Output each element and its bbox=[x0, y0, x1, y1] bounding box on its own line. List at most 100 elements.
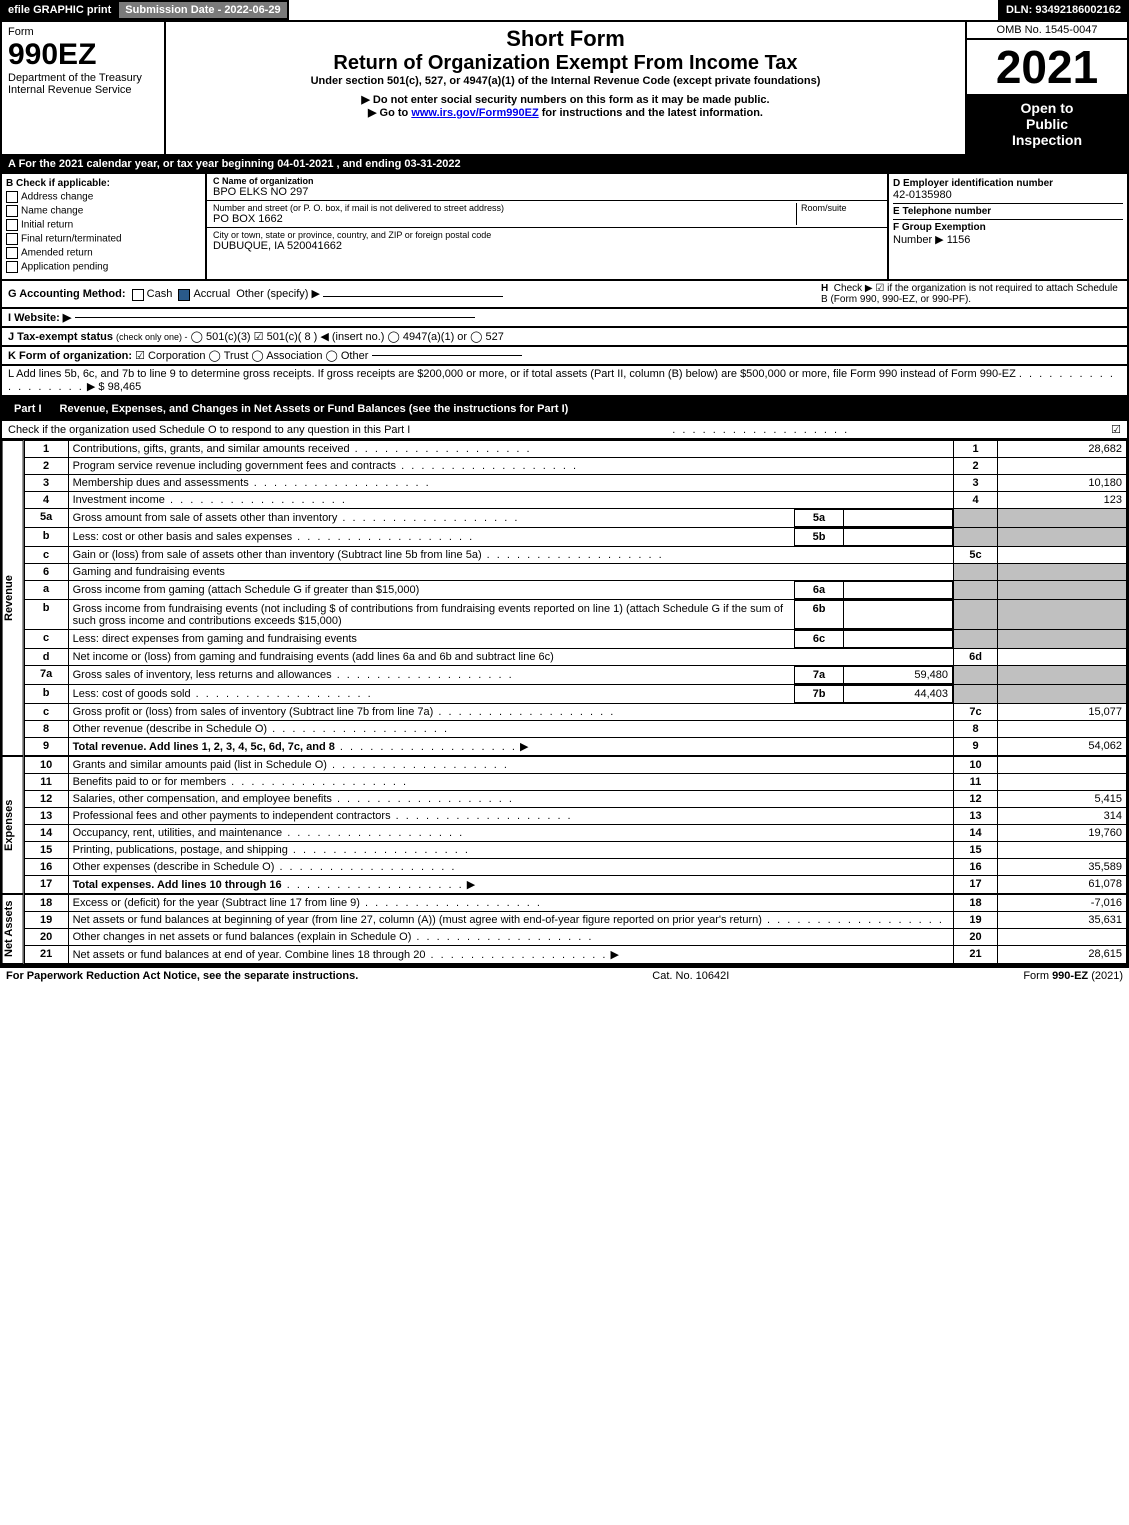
net-assets-section: Net Assets 18Excess or (deficit) for the… bbox=[0, 894, 1129, 966]
line-6a-amt bbox=[998, 581, 1127, 600]
line-21-num: 21 bbox=[24, 946, 68, 964]
line-5b-amt bbox=[998, 528, 1127, 547]
line-10-desc: Grants and similar amounts paid (list in… bbox=[73, 759, 327, 771]
opt-amended-return: Amended return bbox=[21, 248, 93, 259]
line-14-desc: Occupancy, rent, utilities, and maintena… bbox=[73, 827, 283, 839]
line-12-amt: 5,415 bbox=[998, 791, 1127, 808]
opt-initial-return: Initial return bbox=[21, 220, 73, 231]
line-6a-desc: Gross income from gaming (attach Schedul… bbox=[73, 584, 420, 596]
part-1-checked: ☑ bbox=[1111, 423, 1121, 436]
opt-cash: Cash bbox=[147, 288, 173, 300]
line-20-amt bbox=[998, 929, 1127, 946]
line-4-amt: 123 bbox=[998, 492, 1127, 509]
line-8-amt bbox=[998, 721, 1127, 738]
section-a-tax-year: A For the 2021 calendar year, or tax yea… bbox=[0, 156, 1129, 174]
line-5a-iamt bbox=[844, 510, 953, 527]
checkbox-name-change[interactable] bbox=[6, 205, 18, 217]
checkbox-cash[interactable] bbox=[132, 289, 144, 301]
line-1-amt: 28,682 bbox=[998, 441, 1127, 458]
opt-name-change: Name change bbox=[21, 206, 83, 217]
checkbox-amended-return[interactable] bbox=[6, 247, 18, 259]
line-6-num: 6 bbox=[24, 564, 68, 581]
line-1-desc: Contributions, gifts, grants, and simila… bbox=[73, 443, 350, 455]
line-1-num: 1 bbox=[24, 441, 68, 458]
line-7a-ln bbox=[954, 666, 998, 685]
revenue-vert-label: Revenue bbox=[2, 440, 24, 756]
box-b-options: Address change Name change Initial retur… bbox=[6, 191, 201, 273]
line-7b-amt bbox=[998, 685, 1127, 704]
form-label: Form bbox=[8, 26, 158, 38]
line-7b-iamt: 44,403 bbox=[844, 686, 953, 703]
line-17-num: 17 bbox=[24, 876, 68, 894]
line-6b-il: 6b bbox=[795, 601, 844, 629]
ein-value: 42-0135980 bbox=[893, 189, 1123, 201]
line-19-desc: Net assets or fund balances at beginning… bbox=[73, 914, 762, 926]
box-g-label: G Accounting Method: bbox=[8, 288, 126, 300]
line-15-ln: 15 bbox=[954, 842, 998, 859]
line-19-ln: 19 bbox=[954, 912, 998, 929]
opt-final-return: Final return/terminated bbox=[21, 234, 122, 245]
box-k-opts: ☑ Corporation ◯ Trust ◯ Association ◯ Ot… bbox=[135, 349, 368, 362]
line-2-desc: Program service revenue including govern… bbox=[73, 460, 396, 472]
room-suite-label: Room/suite bbox=[796, 203, 881, 225]
form-number: 990EZ bbox=[8, 38, 158, 72]
line-6-amt bbox=[998, 564, 1127, 581]
return-title: Return of Organization Exempt From Incom… bbox=[172, 52, 959, 75]
part-1-title: Revenue, Expenses, and Changes in Net As… bbox=[60, 403, 569, 415]
line-6-desc: Gaming and fundraising events bbox=[68, 564, 953, 581]
checkbox-final-return[interactable] bbox=[6, 233, 18, 245]
line-18-desc: Excess or (deficit) for the year (Subtra… bbox=[73, 897, 360, 909]
line-17-amt: 61,078 bbox=[998, 876, 1127, 894]
line-11-num: 11 bbox=[24, 774, 68, 791]
line-6a-iamt bbox=[844, 582, 953, 599]
line-7b-ln bbox=[954, 685, 998, 704]
line-7b-il: 7b bbox=[795, 686, 844, 703]
line-7c-desc: Gross profit or (loss) from sales of inv… bbox=[73, 706, 434, 718]
checkbox-address-change[interactable] bbox=[6, 191, 18, 203]
submission-date: Submission Date - 2022-06-29 bbox=[117, 0, 288, 20]
line-7a-num: 7a bbox=[24, 666, 68, 685]
dln-number: DLN: 93492186002162 bbox=[998, 0, 1129, 20]
line-6c-iamt bbox=[844, 631, 953, 648]
goto-line: ▶ Go to www.irs.gov/Form990EZ for instru… bbox=[172, 106, 959, 119]
expenses-table: 10 Grants and similar amounts paid (list … bbox=[24, 756, 1127, 894]
line-10-ln: 10 bbox=[954, 757, 998, 774]
box-j-sub: (check only one) - bbox=[116, 332, 188, 342]
checkbox-accrual[interactable] bbox=[178, 289, 190, 301]
line-3-desc: Membership dues and assessments bbox=[73, 477, 249, 489]
line-6d-amt bbox=[998, 649, 1127, 666]
expenses-vert-label: Expenses bbox=[2, 756, 24, 894]
city-address: DUBUQUE, IA 520041662 bbox=[213, 240, 881, 252]
goto-pre: ▶ Go to bbox=[368, 107, 411, 119]
line-15-amt bbox=[998, 842, 1127, 859]
box-e-label: E Telephone number bbox=[893, 206, 1123, 217]
checkbox-application-pending[interactable] bbox=[6, 261, 18, 273]
line-9-num: 9 bbox=[24, 738, 68, 756]
irs-label: Internal Revenue Service bbox=[8, 84, 158, 96]
line-13-amt: 314 bbox=[998, 808, 1127, 825]
line-6b-desc: Gross income from fundraising events (no… bbox=[73, 603, 783, 627]
line-6c-num: c bbox=[24, 630, 68, 649]
line-6c-ln bbox=[954, 630, 998, 649]
under-section: Under section 501(c), 527, or 4947(a)(1)… bbox=[172, 75, 959, 87]
short-form-title: Short Form bbox=[172, 26, 959, 52]
top-bar: efile GRAPHIC print Submission Date - 20… bbox=[0, 0, 1129, 22]
line-7a-iamt: 59,480 bbox=[844, 667, 953, 684]
irs-link[interactable]: www.irs.gov/Form990EZ bbox=[411, 107, 538, 119]
line-16-num: 16 bbox=[24, 859, 68, 876]
line-7b-num: b bbox=[24, 685, 68, 704]
dept-label: Department of the Treasury bbox=[8, 72, 158, 84]
line-12-desc: Salaries, other compensation, and employ… bbox=[73, 793, 332, 805]
line-17-ln: 17 bbox=[954, 876, 998, 894]
efile-badge[interactable]: efile GRAPHIC print bbox=[0, 0, 117, 20]
line-14-ln: 14 bbox=[954, 825, 998, 842]
line-9-desc: Total revenue. Add lines 1, 2, 3, 4, 5c,… bbox=[73, 741, 335, 753]
gross-receipts-value: 98,465 bbox=[108, 381, 142, 393]
line-7c-amt: 15,077 bbox=[998, 704, 1127, 721]
footer-mid: Cat. No. 10642I bbox=[652, 970, 729, 982]
line-13-desc: Professional fees and other payments to … bbox=[73, 810, 391, 822]
line-5c-ln: 5c bbox=[954, 547, 998, 564]
box-j-label: J Tax-exempt status bbox=[8, 331, 113, 343]
checkbox-initial-return[interactable] bbox=[6, 219, 18, 231]
inspection-badge: Open to Public Inspection bbox=[967, 94, 1127, 154]
